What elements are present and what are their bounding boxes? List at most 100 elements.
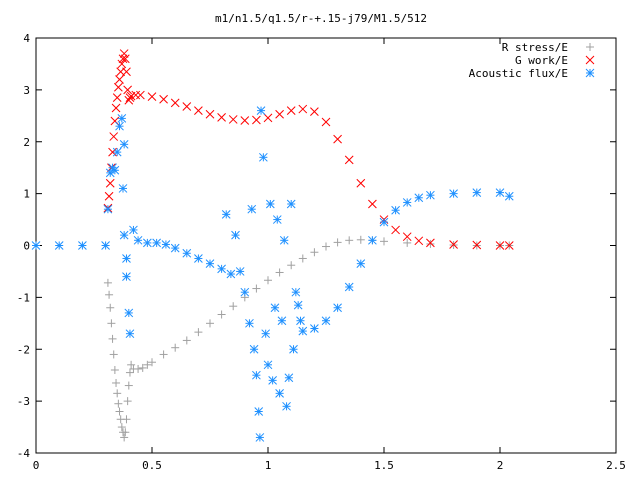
y-tick-label: -1 — [17, 291, 30, 304]
data-point — [272, 215, 282, 224]
data-point — [119, 49, 129, 58]
data-point — [270, 303, 280, 313]
data-point — [495, 241, 505, 250]
data-point — [368, 235, 377, 245]
y-tick-label: 0 — [23, 240, 30, 253]
data-point — [310, 324, 319, 333]
data-point — [170, 243, 180, 253]
chart-title: m1/n1.5/q1.5/r-+.15-j79/M1.5/512 — [215, 12, 427, 25]
data-point — [263, 360, 273, 370]
data-point — [252, 370, 261, 380]
data-point — [275, 268, 284, 277]
data-point — [171, 343, 180, 352]
data-point — [109, 350, 118, 359]
data-point — [228, 115, 238, 124]
y-tick-label: -2 — [17, 343, 30, 356]
data-point — [206, 319, 214, 328]
data-point — [333, 303, 342, 313]
data-point — [414, 236, 424, 246]
data-point — [124, 95, 134, 105]
x-tick-label: 2.5 — [606, 459, 626, 472]
data-point — [120, 433, 129, 442]
data-point — [322, 242, 330, 251]
data-point — [124, 308, 134, 318]
data-point — [129, 225, 138, 235]
data-point — [226, 269, 236, 279]
series-1 — [103, 235, 514, 442]
data-point — [194, 106, 203, 115]
data-point — [205, 259, 215, 269]
data-point — [245, 318, 254, 328]
data-point — [449, 240, 458, 249]
y-tick-label: 3 — [23, 84, 30, 97]
data-point — [261, 329, 271, 339]
data-point — [119, 230, 129, 240]
data-point — [259, 152, 268, 162]
data-point — [147, 92, 157, 101]
data-point — [495, 188, 505, 197]
data-point — [333, 134, 342, 144]
data-point — [104, 191, 114, 201]
x-tick-label: 1 — [265, 459, 272, 472]
data-point — [231, 230, 240, 240]
data-point — [143, 238, 152, 248]
data-point — [125, 368, 134, 377]
data-point — [252, 284, 261, 293]
data-point — [119, 139, 129, 149]
data-point — [235, 267, 245, 276]
data-point — [182, 102, 192, 111]
data-point — [426, 239, 435, 248]
data-point — [229, 302, 238, 311]
x-tick-label: 0.5 — [142, 459, 162, 472]
data-point — [121, 428, 130, 437]
data-point — [138, 363, 147, 372]
data-point — [125, 329, 135, 339]
data-point — [31, 241, 41, 250]
data-point — [112, 93, 122, 103]
data-point — [112, 147, 122, 157]
data-point — [111, 103, 121, 113]
data-point — [159, 350, 168, 359]
data-point — [110, 366, 119, 374]
data-point — [101, 241, 110, 250]
y-axis-ticks: -4 -3 -2 -1 0 1 2 3 4 — [17, 32, 616, 460]
data-point — [284, 373, 294, 383]
data-point — [279, 235, 289, 245]
data-point — [344, 155, 354, 165]
data-point — [321, 316, 331, 326]
data-point — [504, 241, 514, 250]
data-point — [109, 132, 119, 141]
data-point — [275, 388, 284, 398]
data-point — [291, 287, 301, 297]
data-point — [333, 238, 342, 247]
data-point — [159, 94, 168, 104]
data-point — [298, 254, 307, 263]
legend-marker — [586, 43, 594, 51]
data-point — [115, 121, 124, 131]
data-point — [268, 376, 277, 385]
data-point — [356, 178, 366, 188]
data-point — [426, 190, 435, 200]
x-tick-label: 1.5 — [374, 459, 394, 472]
data-point — [115, 75, 124, 84]
data-point — [344, 282, 354, 292]
data-point — [275, 109, 284, 119]
data-point — [152, 238, 161, 248]
data-point — [113, 389, 122, 398]
data-point — [106, 303, 115, 312]
data-point — [368, 199, 377, 209]
data-point — [182, 336, 191, 345]
data-point — [286, 106, 296, 115]
data-point — [107, 319, 116, 328]
legend-label: R stress/E — [502, 41, 568, 54]
data-point — [148, 358, 156, 367]
data-point — [170, 98, 180, 108]
data-point — [293, 300, 303, 310]
data-point — [426, 238, 435, 248]
data-point — [391, 205, 400, 215]
data-point — [114, 399, 123, 408]
y-tick-label: 2 — [23, 136, 30, 149]
data-point — [120, 54, 130, 64]
data-point — [403, 238, 412, 247]
